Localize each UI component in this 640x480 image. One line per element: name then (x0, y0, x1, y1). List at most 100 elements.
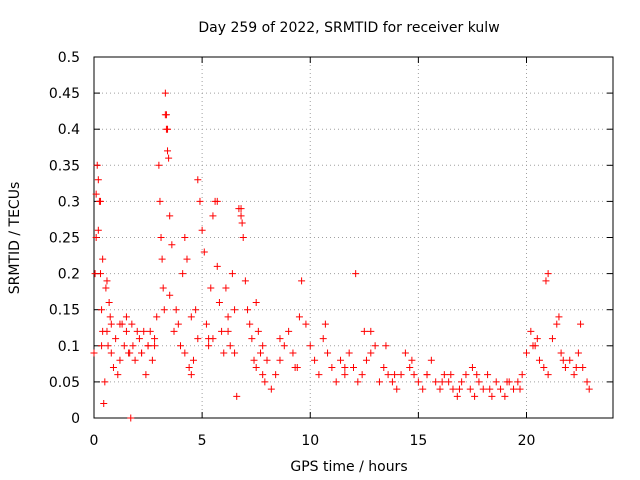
data-point (183, 255, 191, 263)
y-tick-label: 0.15 (49, 303, 80, 319)
data-point (315, 371, 323, 379)
data-point (466, 385, 474, 393)
data-point (209, 212, 217, 220)
data-point (153, 313, 161, 321)
data-point (579, 363, 587, 371)
data-point (574, 349, 582, 357)
data-point (109, 363, 117, 371)
data-point (207, 284, 215, 292)
data-point (414, 378, 422, 386)
data-point (272, 371, 280, 379)
data-point (96, 270, 104, 278)
data-point (96, 197, 104, 205)
data-point (114, 371, 122, 379)
y-tick-label: 0 (71, 411, 80, 427)
data-point (436, 385, 444, 393)
data-point (155, 161, 163, 169)
data-point (419, 385, 427, 393)
data-point (492, 378, 500, 386)
data-point (553, 320, 561, 328)
data-point (540, 363, 548, 371)
data-point (375, 378, 383, 386)
x-tick-label: 15 (409, 433, 427, 449)
data-point (189, 356, 197, 364)
data-point (159, 284, 167, 292)
data-point (228, 270, 236, 278)
data-point (475, 378, 483, 386)
data-point (101, 378, 109, 386)
data-point (161, 111, 169, 119)
data-point (107, 320, 115, 328)
data-point (479, 385, 487, 393)
data-point (501, 392, 509, 400)
data-point (503, 378, 511, 386)
y-tick-label: 0.3 (58, 194, 80, 210)
data-point (455, 385, 463, 393)
data-point (350, 363, 357, 371)
data-point (577, 320, 585, 328)
data-point (122, 313, 130, 321)
data-point (126, 349, 134, 357)
data-point (170, 327, 178, 335)
data-point (233, 392, 241, 400)
data-point (384, 371, 392, 379)
data-point (533, 335, 541, 343)
data-point (510, 385, 518, 393)
data-point (224, 313, 232, 321)
data-point (583, 378, 591, 386)
data-point (570, 371, 578, 379)
data-point (542, 277, 550, 285)
data-point (259, 371, 267, 379)
data-point (393, 385, 401, 393)
data-point (94, 226, 102, 234)
y-tick-label: 0.35 (49, 158, 80, 174)
y-tick-label: 0.2 (58, 267, 80, 283)
data-point (100, 400, 108, 408)
data-point (222, 284, 230, 292)
data-point (291, 363, 299, 371)
data-point (321, 320, 329, 328)
data-point (360, 327, 368, 335)
data-point (295, 313, 303, 321)
data-point (261, 378, 269, 386)
data-point (332, 378, 340, 386)
data-point (174, 320, 182, 328)
data-point (106, 313, 114, 321)
data-point (133, 327, 141, 335)
axis-ticks (93, 56, 613, 419)
data-point (213, 197, 221, 205)
data-point (181, 234, 189, 241)
data-point (557, 349, 565, 357)
data-point (187, 313, 195, 321)
data-point (198, 226, 206, 234)
data-point (161, 89, 169, 97)
data-point (90, 349, 98, 357)
data-point (280, 342, 288, 350)
data-point (94, 176, 102, 184)
data-point (151, 335, 159, 343)
data-point (341, 371, 349, 379)
data-point (116, 320, 124, 328)
data-point (259, 342, 267, 350)
data-point (98, 306, 106, 314)
data-point (246, 320, 254, 328)
data-point (285, 327, 293, 335)
data-point (93, 161, 101, 169)
data-point (168, 241, 176, 249)
x-axis-label: GPS time / hours (290, 459, 407, 475)
data-points (90, 89, 593, 422)
data-point (127, 414, 135, 422)
data-point (202, 320, 210, 328)
data-point (209, 335, 217, 343)
data-point (453, 392, 461, 400)
data-point (367, 327, 375, 335)
data-point (488, 392, 496, 400)
data-point (200, 248, 208, 256)
data-point (192, 306, 200, 314)
data-point (205, 342, 213, 350)
data-point (162, 125, 170, 133)
data-point (148, 356, 156, 364)
data-point (129, 342, 137, 350)
data-point (440, 371, 448, 379)
x-tick-label: 10 (301, 433, 319, 449)
